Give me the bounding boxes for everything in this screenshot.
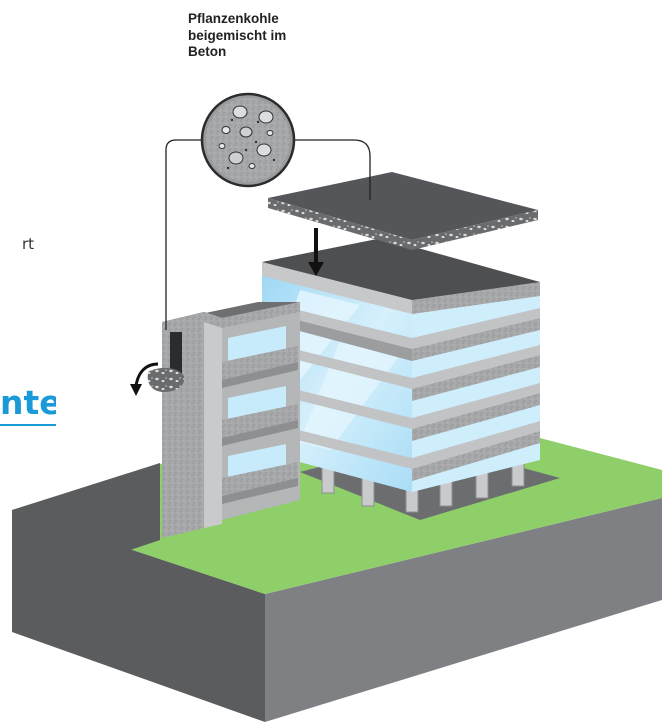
- side-wing-column-front: [162, 312, 204, 538]
- roof-edge-right: [412, 282, 540, 314]
- callout-label: Pflanzenkohle beigemischt im Beton: [188, 11, 287, 59]
- cropped-heading-link[interactable]: nte: [0, 383, 56, 426]
- ground-side-right: [265, 498, 662, 722]
- biochar-detail-circle: [200, 92, 296, 188]
- slab-edge-left: [268, 198, 412, 250]
- floor-slabs: [262, 301, 540, 481]
- callout-connectors: [165, 139, 371, 330]
- balcony-slab: [222, 462, 298, 496]
- curved-arrow-icon: [130, 362, 159, 396]
- slab-edge-right: [412, 210, 538, 250]
- removed-concrete-chunk: [147, 367, 185, 392]
- side-wing-column-side: [204, 312, 222, 528]
- balcony-slab: [222, 404, 298, 438]
- side-wing-roof: [162, 302, 300, 322]
- ground-plinth-left: [12, 463, 160, 590]
- roof-edge-left: [262, 262, 412, 314]
- glass-reflection: [300, 340, 400, 450]
- slab-top: [268, 172, 538, 240]
- cropped-body-text: rt: [21, 235, 34, 253]
- balcony-slab: [222, 346, 298, 380]
- main-building: [262, 238, 540, 492]
- down-arrow-icon: [308, 228, 324, 276]
- side-wing: [162, 302, 300, 538]
- biochar-slab: [268, 172, 538, 250]
